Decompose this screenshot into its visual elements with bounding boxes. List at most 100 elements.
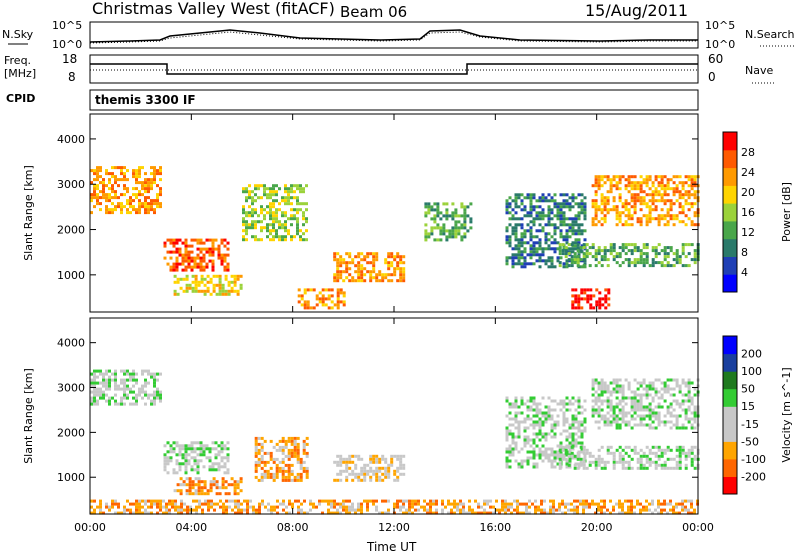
data-cell [523, 459, 527, 463]
data-cell [345, 508, 348, 512]
data-cell [639, 448, 643, 452]
data-cell [99, 381, 102, 385]
data-cell [612, 414, 616, 418]
data-cell [564, 457, 568, 461]
data-cell [275, 217, 278, 221]
data-cell [588, 460, 592, 464]
data-cell [287, 463, 291, 467]
data-cell [93, 393, 96, 397]
data-cell [562, 202, 566, 206]
data-cell [505, 462, 509, 466]
data-cell [495, 508, 498, 512]
data-cell [135, 193, 138, 197]
x-tick-label: 16:00 [479, 521, 511, 534]
data-cell [102, 187, 105, 191]
data-cell [369, 469, 373, 473]
data-cell [387, 466, 391, 470]
data-cell [108, 378, 111, 382]
data-cell [225, 505, 228, 509]
data-cell [96, 178, 99, 182]
data-cell [630, 193, 634, 197]
data-cell [654, 463, 658, 467]
data-cell [123, 390, 126, 394]
data-cell [147, 211, 150, 215]
data-cell [339, 291, 343, 295]
data-cell [312, 306, 316, 310]
data-cell [163, 256, 167, 260]
data-cell [296, 220, 299, 224]
data-cell [339, 502, 342, 506]
data-cell [547, 217, 551, 221]
data-cell [615, 402, 619, 406]
data-cell [276, 511, 279, 515]
data-cell [576, 508, 579, 512]
data-cell [591, 454, 595, 458]
data-cell [580, 288, 584, 292]
data-cell [163, 456, 167, 460]
data-cell [550, 223, 554, 227]
data-cell [138, 508, 141, 512]
data-cell [96, 199, 99, 203]
data-cell [126, 384, 129, 388]
data-cell [642, 264, 646, 268]
data-cell [553, 459, 557, 463]
data-cell [583, 297, 587, 301]
data-cell [299, 202, 302, 206]
data-cell [159, 399, 162, 403]
data-cell [363, 267, 367, 271]
data-cell [287, 472, 291, 476]
data-cell [678, 205, 682, 209]
data-cell [138, 190, 141, 194]
data-cell [564, 505, 567, 509]
data-cell [528, 505, 531, 509]
data-cell [600, 399, 604, 403]
data-cell [336, 300, 340, 304]
data-cell [663, 451, 667, 455]
data-cell [184, 238, 188, 242]
data-cell [660, 448, 664, 452]
data-cell [369, 460, 373, 464]
data-cell [571, 223, 575, 227]
data-cell [336, 276, 340, 280]
data-cell [639, 405, 643, 409]
data-cell [201, 508, 204, 512]
data-cell [591, 255, 595, 259]
data-cell [678, 445, 682, 449]
data-cell [534, 511, 537, 515]
data-cell [441, 508, 444, 512]
data-cell [612, 205, 616, 209]
data-cell [612, 408, 616, 412]
data-cell [254, 451, 258, 455]
data-cell [517, 250, 521, 254]
data-cell [571, 438, 575, 442]
data-cell [117, 384, 120, 388]
data-cell [507, 502, 510, 506]
data-cell [429, 505, 432, 509]
data-cell [360, 267, 364, 271]
data-cell [544, 453, 548, 457]
data-cell [669, 499, 672, 503]
data-cell [199, 256, 203, 260]
data-cell [387, 273, 391, 277]
data-cell [571, 432, 575, 436]
data-cell [526, 426, 530, 430]
data-cell [194, 286, 198, 290]
data-cell [272, 238, 275, 242]
data-cell [199, 247, 203, 251]
data-cell [511, 256, 515, 260]
data-cell [580, 291, 584, 295]
data-cell [639, 255, 643, 259]
data-cell [205, 247, 209, 251]
data-cell [275, 229, 278, 233]
data-cell [693, 252, 697, 256]
data-cell [639, 396, 643, 400]
data-cell [660, 178, 664, 182]
data-cell [402, 502, 405, 506]
data-cell [505, 450, 509, 454]
data-cell [589, 294, 593, 298]
data-cell [651, 451, 655, 455]
data-cell [260, 229, 263, 233]
data-cell [201, 511, 204, 515]
data-cell [609, 414, 613, 418]
data-cell [284, 184, 287, 188]
